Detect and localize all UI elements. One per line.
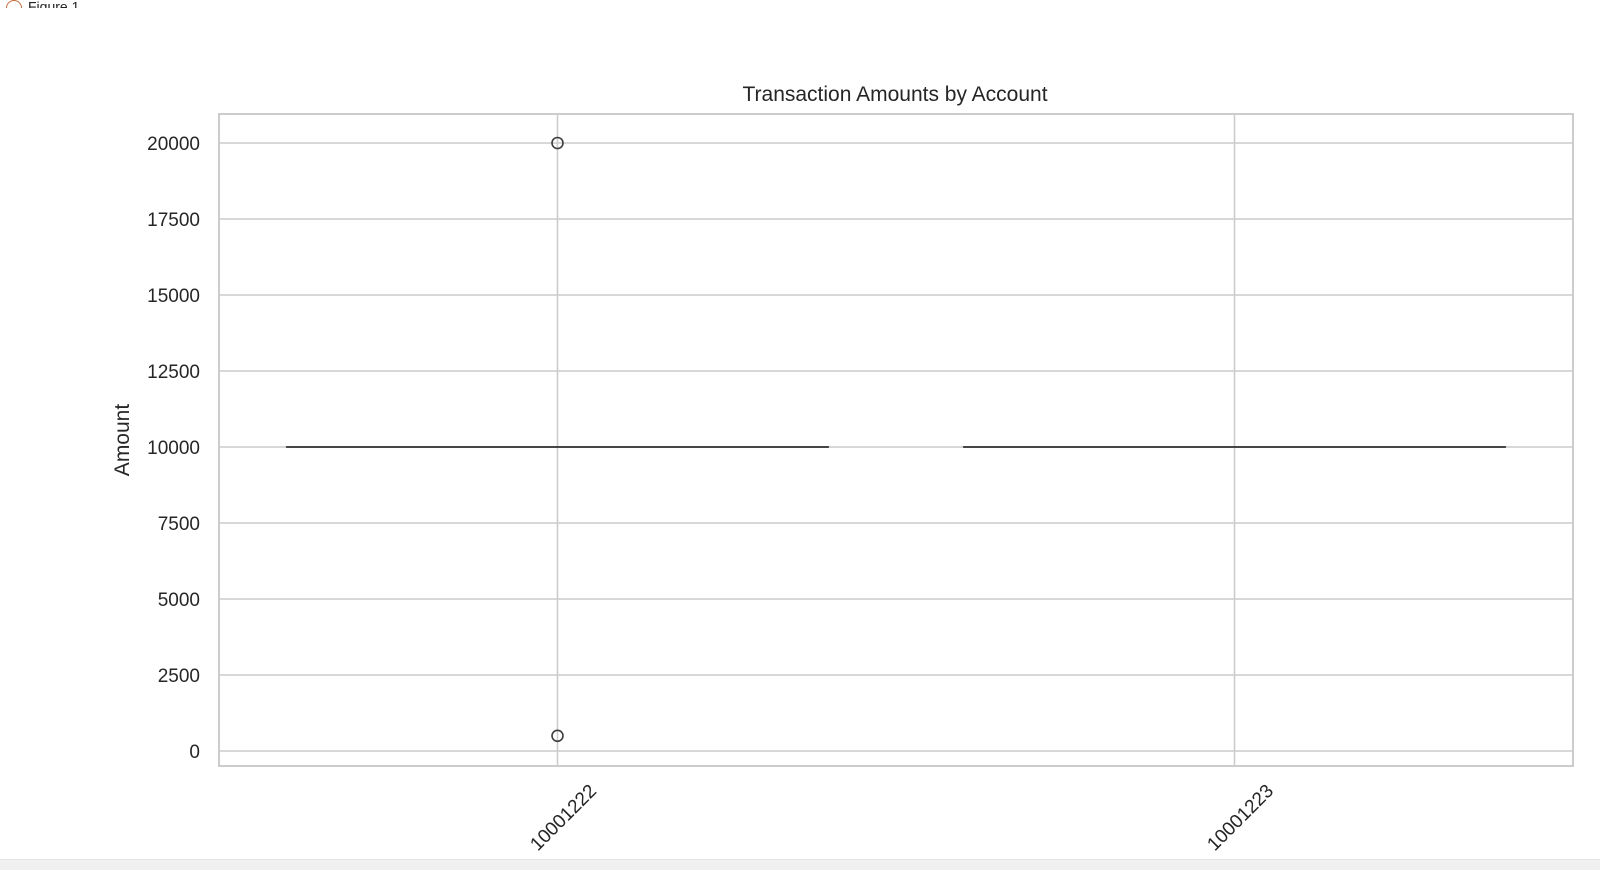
y-tick-labels: 0 2500 5000 7500 10000 12500 15000 17500 20000	[147, 134, 200, 763]
plot-frame	[219, 114, 1573, 766]
x-tick-labels: 10001222 10001223	[526, 781, 1278, 856]
y-tick-label: 5000	[158, 590, 200, 611]
x-tick-label: 10001222	[526, 781, 601, 856]
y-tick-label: 15000	[147, 286, 200, 307]
x-tick-label: 10001223	[1203, 781, 1278, 856]
y-tick-label: 17500	[147, 210, 200, 231]
y-tick-label: 12500	[147, 362, 200, 383]
y-tick-label: 2500	[158, 666, 200, 687]
y-tick-label: 0	[189, 742, 200, 763]
y-axis-label: Amount	[111, 404, 134, 477]
box-layer	[287, 138, 1506, 742]
y-tick-label: 7500	[158, 514, 200, 535]
y-tick-label: 10000	[147, 438, 200, 459]
figure-toolbar	[0, 859, 1600, 870]
chart-title: Transaction Amounts by Account	[742, 83, 1047, 106]
y-tick-label: 20000	[147, 134, 200, 155]
grid-layer	[219, 114, 1573, 766]
